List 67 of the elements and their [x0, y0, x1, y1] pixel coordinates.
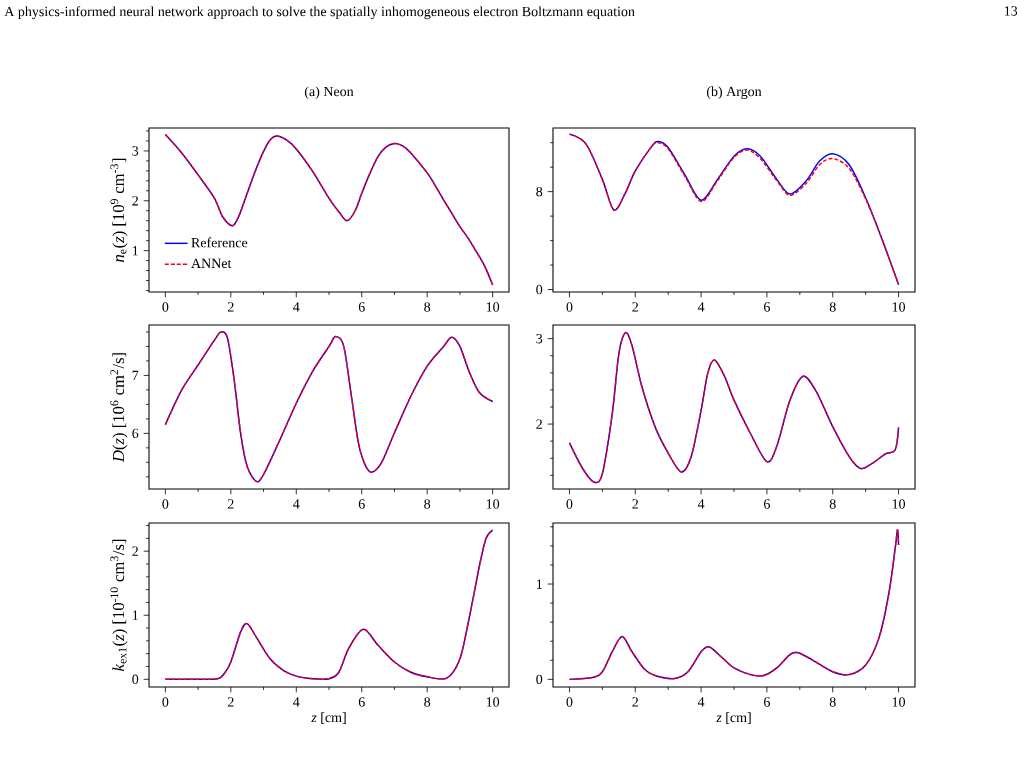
x-tick-label: 2 — [227, 499, 234, 509]
legend-label: ANNet — [191, 258, 232, 269]
line-series — [568, 133, 900, 286]
chart-title: (a) Neon — [304, 86, 354, 100]
x-tick-label: 4 — [697, 302, 705, 312]
x-tick-label: 8 — [424, 302, 431, 312]
x-tick-label: 0 — [566, 499, 573, 509]
x-axis-title: z [cm] — [716, 712, 751, 724]
x-tick-label: 4 — [697, 499, 705, 509]
x-tick-label: 6 — [358, 697, 365, 707]
y-tick-label: 1 — [536, 579, 542, 589]
y-axis-title: D(z) [10$^{6}$ cm$^{2}$/s] — [110, 353, 128, 463]
x-tick-label: 2 — [632, 697, 639, 707]
x-tick-label: 0 — [162, 697, 169, 707]
x-axis-title: z [cm] — [311, 712, 346, 724]
y-tick-label: 0 — [536, 284, 543, 295]
y-tick-label: 3 — [536, 333, 543, 344]
y-tick-label: 1 — [132, 610, 138, 620]
x-tick-label: 4 — [697, 697, 705, 707]
x-tick-label: 8 — [829, 499, 836, 509]
line-series — [164, 529, 494, 681]
x-tick-label: 2 — [632, 302, 639, 312]
chart-title: (b) Argon — [706, 86, 762, 100]
line-series — [568, 528, 900, 681]
x-tick-label: 10 — [486, 302, 500, 312]
y-tick-label: 2 — [132, 546, 138, 556]
x-tick-label: 4 — [293, 302, 300, 312]
y-tick-label: 2 — [132, 196, 138, 206]
x-tick-label: 6 — [764, 499, 770, 509]
x-tick-label: 10 — [892, 302, 906, 312]
text: A physics-informed neural network approach to solve the spatially inhomogeneous electron Boltzmann equation — [4, 6, 635, 20]
x-tick-label: 4 — [293, 499, 300, 509]
x-tick-label: 6 — [764, 697, 770, 707]
x-tick-label: 10 — [486, 697, 500, 707]
x-tick-label: 8 — [424, 697, 431, 707]
x-tick-label: 6 — [764, 302, 770, 312]
x-tick-label: 6 — [358, 302, 365, 312]
y-tick-label: 1 — [132, 246, 138, 256]
y-tick-label: 2 — [536, 419, 542, 429]
legend-label: Reference — [191, 237, 248, 248]
x-tick-label: 8 — [424, 499, 431, 509]
x-tick-label: 8 — [829, 302, 836, 312]
line-series — [164, 331, 494, 483]
y-tick-label: 7 — [132, 370, 139, 380]
y-tick-label: 3 — [132, 146, 139, 156]
y-tick-label: 6 — [132, 428, 139, 439]
x-tick-label: 0 — [162, 499, 169, 509]
x-tick-label: 0 — [566, 302, 573, 312]
line-series — [164, 133, 494, 286]
x-tick-label: 2 — [632, 499, 639, 509]
x-tick-label: 10 — [892, 697, 906, 707]
x-tick-label: 0 — [566, 697, 573, 707]
x-tick-label: 6 — [358, 499, 365, 509]
y-tick-label: 0 — [536, 674, 543, 685]
x-tick-label: 2 — [227, 697, 234, 707]
x-tick-label: 2 — [227, 302, 234, 312]
y-tick-label: 0 — [132, 674, 139, 685]
y-tick-label: 8 — [536, 186, 543, 197]
x-tick-label: 0 — [162, 302, 169, 312]
x-tick-label: 8 — [829, 697, 836, 707]
text: k$_{ex1}$(z) [10$^{-10}$ cm$^{3}$/s] — [110, 539, 128, 672]
x-tick-label: 10 — [892, 499, 906, 509]
text: 13 — [1004, 6, 1018, 16]
x-tick-label: 10 — [486, 499, 500, 509]
text: n$_{e}$(z) [10$^{9}$ cm$^{-3}$] — [110, 158, 128, 262]
line-series — [568, 331, 900, 483]
x-tick-label: 4 — [293, 697, 300, 707]
